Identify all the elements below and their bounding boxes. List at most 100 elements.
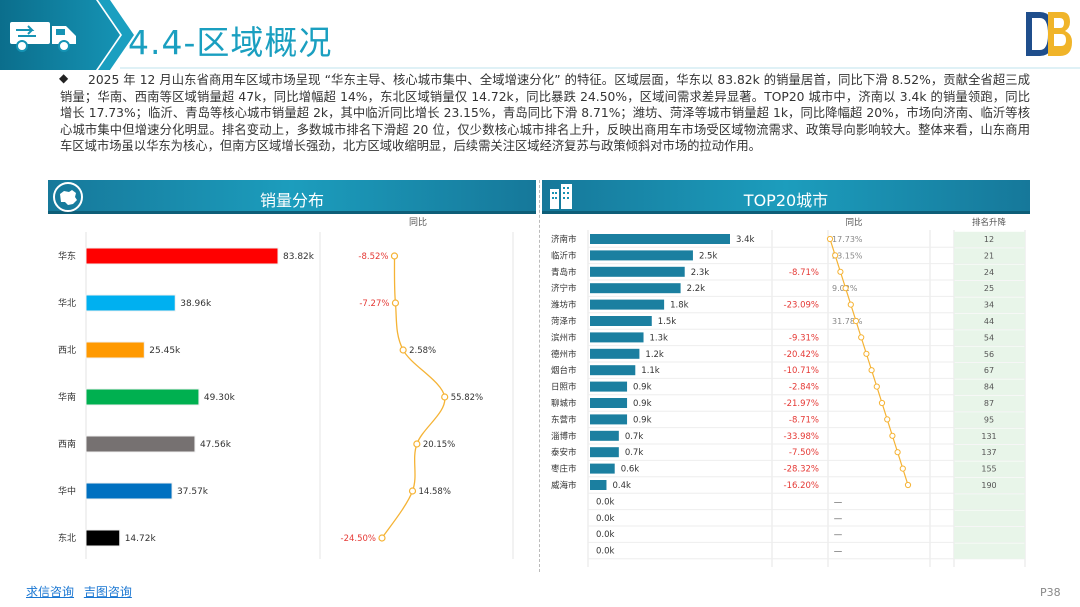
city-yoy-point bbox=[832, 252, 839, 259]
city-yoy-point bbox=[889, 432, 896, 439]
rank-change-label: 44 bbox=[984, 317, 994, 326]
city-yoy-point bbox=[894, 449, 901, 456]
city-yoy-point bbox=[904, 481, 912, 489]
city-value-label: 0.0k bbox=[596, 530, 615, 540]
top20-header: TOP20城市 bbox=[542, 180, 1030, 214]
city-label: 济宁市 bbox=[551, 283, 577, 294]
rank-cell bbox=[954, 297, 1025, 313]
city-yoy-label: — bbox=[834, 497, 843, 507]
rank-change-label: 190 bbox=[981, 481, 996, 490]
yoy-point bbox=[413, 440, 421, 448]
yoy-label: 2.58% bbox=[409, 346, 436, 356]
city-yoy-point bbox=[837, 268, 844, 275]
summary-bullet: ◆ bbox=[59, 71, 69, 85]
city-value-label: 0.6k bbox=[621, 465, 640, 475]
city-label: 枣庄市 bbox=[551, 464, 577, 475]
yoy-point bbox=[391, 299, 400, 307]
region-bar bbox=[85, 341, 145, 359]
rank-change-label: 56 bbox=[984, 350, 994, 359]
city-bar bbox=[590, 480, 607, 490]
rank-change-label: 87 bbox=[984, 399, 994, 408]
rank-cell bbox=[954, 330, 1025, 346]
city-yoy-label: — bbox=[834, 547, 843, 557]
city-yoy-label: -8.71% bbox=[789, 268, 819, 278]
city-bar bbox=[590, 316, 652, 326]
city-value-label: 0.0k bbox=[596, 514, 615, 524]
region-value-label: 38.96k bbox=[180, 299, 212, 309]
region-label: 华北 bbox=[58, 297, 76, 309]
yoy-label: -7.27% bbox=[359, 299, 389, 309]
city-yoy-point bbox=[884, 416, 891, 423]
city-yoy-label: -33.98% bbox=[784, 432, 819, 442]
brand-logo-icon bbox=[1026, 12, 1072, 56]
city-value-label: 0.9k bbox=[633, 415, 652, 425]
rank-cell bbox=[954, 231, 1025, 248]
city-yoy-point bbox=[847, 301, 854, 308]
city-value-label: 1.2k bbox=[645, 350, 664, 360]
city-value-label: 1.3k bbox=[650, 333, 669, 343]
rank-cell bbox=[954, 428, 1025, 444]
yoy-point bbox=[378, 534, 386, 542]
rank-change-label: 12 bbox=[984, 235, 994, 244]
rank-cell bbox=[954, 527, 1025, 543]
city-value-label: 0.0k bbox=[596, 497, 615, 507]
city-label: 聊城市 bbox=[551, 398, 577, 409]
city-label: 德州市 bbox=[551, 349, 577, 360]
city-yoy-label: 17.73% bbox=[832, 235, 863, 244]
sales-distribution-title: 销量分布 bbox=[259, 191, 324, 210]
city-yoy-label: — bbox=[834, 530, 843, 540]
city-value-label: 1.1k bbox=[641, 366, 660, 376]
top20-yoy-header: 同比 bbox=[845, 217, 862, 228]
city-label: 济南市 bbox=[551, 234, 577, 245]
city-value-label: 1.8k bbox=[670, 301, 689, 311]
footer-link-jitu[interactable]: 吉图咨询 bbox=[83, 585, 132, 599]
region-label: 西南 bbox=[58, 438, 76, 450]
rank-cell bbox=[954, 281, 1025, 297]
rank-change-label: 131 bbox=[981, 432, 996, 441]
yoy-point bbox=[390, 252, 399, 260]
city-yoy-line bbox=[829, 238, 909, 486]
top20-rank-header: 排名升降 bbox=[972, 217, 1007, 228]
top20-title: TOP20城市 bbox=[743, 191, 829, 210]
rank-cell bbox=[954, 379, 1025, 395]
rank-cell bbox=[954, 477, 1025, 494]
city-yoy-label: 31.78% bbox=[832, 317, 863, 326]
city-label: 临沂市 bbox=[551, 250, 577, 261]
footer-link-qiuxin[interactable]: 求信咨询 bbox=[26, 585, 75, 599]
city-yoy-label: — bbox=[834, 514, 843, 524]
city-yoy-label: -10.71% bbox=[784, 366, 819, 376]
city-label: 滨州市 bbox=[551, 332, 577, 343]
yoy-label: -24.50% bbox=[341, 534, 376, 544]
city-yoy-point bbox=[878, 399, 886, 407]
city-yoy-point bbox=[842, 285, 849, 292]
city-bar bbox=[590, 365, 636, 376]
rank-change-label: 54 bbox=[984, 333, 994, 342]
city-bar bbox=[590, 348, 640, 359]
left-yoy-header: 同比 bbox=[409, 216, 427, 228]
region-bar bbox=[85, 529, 121, 547]
rank-cell bbox=[954, 412, 1025, 428]
city-bar bbox=[590, 414, 628, 425]
city-yoy-label: -7.50% bbox=[789, 448, 819, 458]
city-label: 威海市 bbox=[551, 480, 577, 491]
region-value-label: 47.56k bbox=[200, 440, 232, 450]
rank-change-label: 137 bbox=[981, 448, 996, 457]
city-bar bbox=[590, 283, 681, 294]
city-yoy-label: -21.97% bbox=[784, 399, 819, 409]
rank-change-label: 25 bbox=[984, 284, 994, 293]
city-bar bbox=[590, 463, 615, 474]
region-bar bbox=[85, 435, 196, 453]
region-label: 华中 bbox=[58, 485, 76, 497]
city-yoy-point bbox=[852, 317, 860, 325]
region-label: 华南 bbox=[58, 391, 76, 403]
sales-distribution-header: 销量分布 bbox=[48, 180, 536, 214]
truck-icon bbox=[10, 22, 76, 52]
yoy-label: 20.15% bbox=[423, 440, 455, 450]
region-label: 西北 bbox=[58, 345, 76, 356]
city-label: 青岛市 bbox=[551, 267, 577, 278]
city-yoy-label: -2.84% bbox=[789, 383, 819, 393]
city-value-label: 1.5k bbox=[658, 317, 677, 327]
yoy-label: 55.82% bbox=[451, 393, 483, 403]
region-bar bbox=[85, 294, 176, 312]
